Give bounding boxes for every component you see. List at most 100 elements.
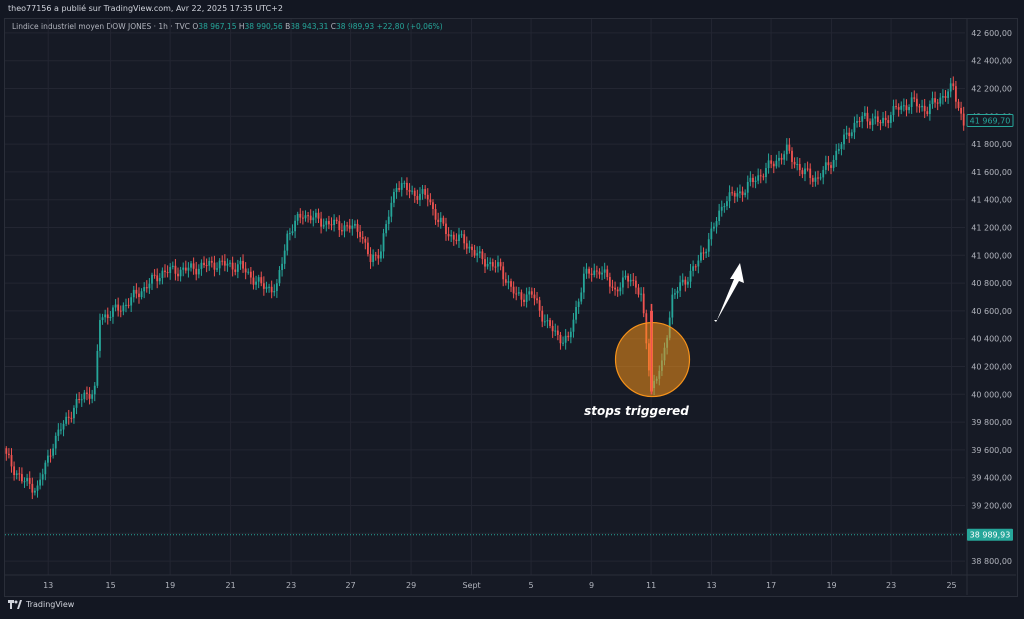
stops-highlight-circle	[614, 321, 691, 398]
x-tick-label: 25	[946, 581, 956, 590]
candle-body	[502, 266, 505, 280]
candle-body	[341, 230, 343, 232]
candle-body	[10, 455, 13, 467]
candle-body	[619, 287, 622, 292]
candle-body	[21, 474, 23, 482]
candle-body	[31, 483, 34, 493]
low-label: B	[285, 22, 291, 31]
candle-body	[611, 286, 614, 288]
candle-body	[70, 417, 73, 419]
candle-body	[687, 281, 689, 285]
x-tick-label: 17	[766, 581, 776, 590]
tradingview-brand[interactable]: TradingView	[8, 600, 74, 609]
candle-body	[73, 407, 75, 419]
candle-body	[577, 301, 580, 308]
candle-body	[679, 282, 682, 291]
candle-body	[484, 259, 486, 267]
candle-body	[882, 117, 884, 124]
candle-body	[151, 274, 153, 284]
candle-body	[335, 219, 338, 222]
candle-body	[132, 289, 135, 298]
candle-body	[840, 144, 843, 150]
candle-body	[569, 331, 572, 338]
candle-body	[749, 177, 752, 182]
candle-body	[770, 160, 773, 164]
candle-body	[398, 188, 401, 190]
candle-body	[489, 262, 492, 265]
candle-body	[845, 132, 848, 135]
candle-body	[827, 162, 830, 166]
candle-body	[413, 190, 416, 196]
candle-body	[478, 251, 481, 254]
y-tick-label: 41 600,00	[971, 168, 1012, 177]
chart-frame[interactable]	[4, 18, 1018, 597]
candle-body	[452, 234, 455, 240]
candle-body	[354, 223, 356, 226]
candle-body	[900, 105, 903, 110]
candle-body	[458, 234, 460, 241]
candle-body	[184, 267, 187, 271]
candle-body	[213, 262, 216, 270]
candle-body	[796, 163, 799, 165]
candle-body	[640, 293, 643, 295]
candle-body	[915, 98, 918, 107]
candle-body	[67, 416, 70, 418]
candle-body	[811, 177, 814, 182]
candle-body	[265, 286, 268, 289]
candle-body	[135, 289, 138, 294]
candle-body	[221, 260, 224, 262]
candle-body	[783, 154, 786, 160]
candle-body	[884, 117, 887, 121]
candle-body	[806, 168, 809, 170]
candle-body	[671, 294, 674, 318]
candle-body	[739, 191, 741, 194]
candle-body	[249, 271, 252, 278]
candle-body	[767, 160, 770, 169]
candle-body	[283, 250, 286, 264]
candle-body	[239, 260, 242, 265]
candle-body	[718, 210, 721, 222]
candle-body	[93, 385, 96, 395]
candle-body	[166, 272, 169, 274]
candle-body	[627, 275, 629, 282]
up-arrow-icon	[714, 263, 744, 322]
y-tick-label: 39 800,00	[971, 418, 1012, 427]
candle-body	[580, 292, 583, 302]
candle-body	[445, 223, 447, 235]
candle-body	[299, 213, 302, 218]
candle-body	[314, 212, 317, 218]
candle-body	[746, 181, 749, 193]
candle-body	[26, 478, 29, 482]
candle-body	[117, 304, 120, 311]
candle-body	[210, 260, 213, 263]
candle-body	[549, 320, 551, 326]
candle-body	[96, 350, 99, 386]
candle-body	[361, 237, 364, 239]
high-value: 38 990,56	[244, 22, 283, 31]
candle-body	[728, 192, 731, 202]
candle-body	[44, 462, 47, 475]
candle-body	[247, 271, 250, 273]
candle-body	[543, 321, 546, 323]
x-tick-label: 21	[226, 581, 236, 590]
candle-body	[465, 243, 468, 249]
candle-body	[624, 275, 627, 278]
candle-body	[515, 293, 518, 295]
close-label: C	[330, 22, 337, 31]
x-tick-label: 9	[589, 581, 594, 590]
candle-body	[762, 176, 765, 178]
candle-body	[517, 292, 520, 294]
x-tick-label: 13	[706, 581, 716, 590]
x-tick-label: 11	[646, 581, 656, 590]
candle-body	[460, 234, 463, 236]
y-tick-label: 41 800,00	[971, 140, 1012, 149]
candle-body	[801, 170, 804, 175]
candle-body	[590, 273, 593, 275]
candle-body	[442, 217, 445, 224]
candle-body	[395, 188, 398, 193]
candle-body	[130, 297, 133, 306]
current-price-label: 38 989,93	[970, 531, 1011, 540]
candle-body	[772, 163, 775, 167]
candle-body	[156, 275, 159, 282]
